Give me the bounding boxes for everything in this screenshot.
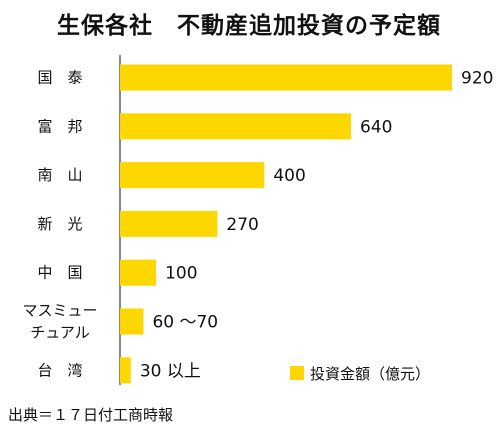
value-label-0: 920 — [461, 69, 493, 89]
bar-6 — [120, 357, 131, 384]
value-label-6: 30 以上 — [140, 361, 201, 381]
category-label-2: 南 山 — [37, 166, 82, 184]
category-label-4: 中 国 — [37, 264, 82, 282]
bars-group: 国 泰 920 富 邦 640 南 山 400 新 光 270 中 国 100 マスミューチュアル 6… — [22, 64, 493, 384]
value-label-3: 270 — [226, 215, 258, 235]
value-label-1: 640 — [360, 117, 392, 137]
category-label-1: 富 邦 — [37, 117, 82, 135]
category-label-3: 新 光 — [37, 215, 82, 233]
legend-swatch — [290, 366, 304, 380]
bar-1 — [120, 113, 351, 140]
legend-label: 投資金額（億元） — [310, 365, 430, 383]
value-label-4: 100 — [165, 264, 197, 284]
bar-chart: 国 泰 920 富 邦 640 南 山 400 新 光 270 中 国 100 マスミューチュアル 6… — [22, 55, 493, 385]
bar-2 — [120, 162, 265, 189]
bar-5 — [120, 308, 144, 335]
value-label-5: 60 ～70 — [152, 313, 218, 333]
source-note: 出典＝１７日付工商時報 — [8, 406, 174, 424]
chart-title: 生保各社 不動産追加投資の予定額 — [57, 13, 441, 39]
category-label-6: 台 湾 — [37, 361, 82, 379]
bar-3 — [120, 210, 218, 237]
category-label-5: マスミューチュアル — [22, 302, 97, 342]
value-label-2: 400 — [273, 166, 305, 186]
legend: 投資金額（億元） — [290, 365, 430, 383]
category-label-0: 国 泰 — [37, 69, 82, 87]
bar-0 — [120, 64, 452, 91]
bar-4 — [120, 259, 157, 286]
